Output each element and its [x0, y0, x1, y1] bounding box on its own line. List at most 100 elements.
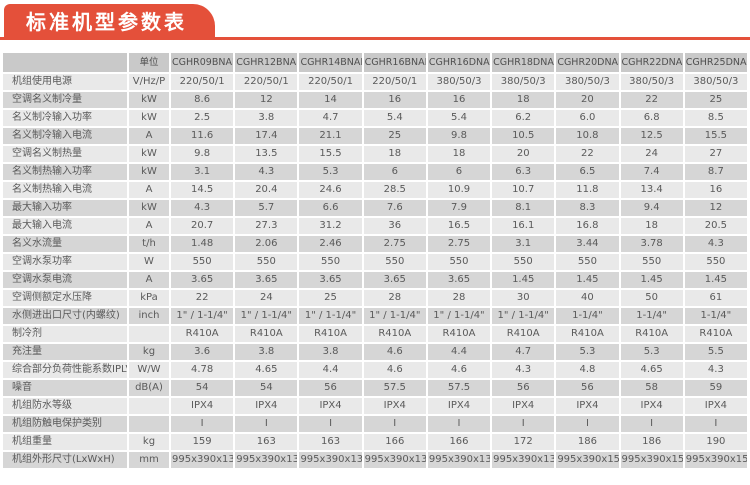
cell-value: 16.8 [556, 218, 619, 234]
cell-value: 163 [235, 434, 298, 450]
cell-value: 61 [684, 290, 747, 306]
table-row: 最大输入功率 kW 4.3 5.7 6.6 7.6 7.9 8.1 8.3 9.4 12 [3, 200, 747, 216]
cell-value: 995x390x1545 [684, 452, 747, 468]
row-unit: inch [129, 308, 169, 324]
cell-value: 16.5 [427, 218, 491, 234]
cell-value: 57.5 [363, 380, 426, 396]
row-unit: dB(A) [129, 380, 169, 396]
cell-value: 550 [492, 254, 555, 270]
cell-value: 163 [299, 434, 362, 450]
row-label: 空调水泵功率 [3, 254, 127, 270]
cell-value: IPX4 [171, 398, 234, 414]
cell-value: 5.3 [299, 164, 362, 180]
table-row: 机组防触电保护类别 I I I I I I I I I [3, 416, 747, 432]
row-label: 名义制热输入功率 [3, 164, 127, 180]
cell-value: 20 [492, 146, 555, 162]
column-header-model: CGHR18DNAR [492, 53, 555, 72]
cell-value: 9.4 [620, 200, 683, 216]
table-row: 名义制热输入功率 kW 3.1 4.3 5.3 6 6 6.3 6.5 7.4 8.7 [3, 164, 747, 180]
cell-value: 3.65 [363, 272, 426, 288]
cell-value: I [235, 416, 298, 432]
cell-value: 13.5 [235, 146, 298, 162]
cell-value: 5.3 [556, 344, 619, 360]
cell-value: 220/50/1 [235, 74, 298, 90]
cell-value: 1.45 [684, 272, 747, 288]
table-row: 制冷剂 R410A R410A R410A R410A R410A R410A R410A R4… [3, 326, 747, 342]
cell-value: 8.1 [492, 200, 555, 216]
cell-value: 16 [684, 182, 747, 198]
cell-value: 1" / 1-1/4" [235, 308, 298, 324]
cell-value: IPX4 [363, 398, 426, 414]
row-label: 综合部分负荷性能系数IPLV [3, 362, 127, 378]
cell-value: 3.8 [235, 110, 298, 126]
cell-value: 56 [556, 380, 619, 396]
cell-value: 22 [620, 92, 683, 108]
cell-value: IPX4 [492, 398, 555, 414]
cell-value: 1.45 [620, 272, 683, 288]
cell-value: 12.5 [620, 128, 683, 144]
cell-value: 6.0 [556, 110, 619, 126]
cell-value: 56 [299, 380, 362, 396]
cell-value: 17.4 [235, 128, 298, 144]
cell-value: 7.4 [620, 164, 683, 180]
cell-value: 3.65 [171, 272, 234, 288]
cell-value: 550 [363, 254, 426, 270]
cell-value: IPX4 [620, 398, 683, 414]
row-unit: kW [129, 146, 169, 162]
cell-value: 550 [684, 254, 747, 270]
table-row: 名义水流量 t/h 1.48 2.06 2.46 2.75 2.75 3.1 3.44 3.78 4… [3, 236, 747, 252]
cell-value: 550 [171, 254, 234, 270]
cell-value: 220/50/1 [299, 74, 362, 90]
cell-value: 13.4 [620, 182, 683, 198]
cell-value: 5.4 [427, 110, 491, 126]
table-row: 综合部分负荷性能系数IPLV W/W 4.78 4.65 4.4 4.6 4.6 4.3 4.8… [3, 362, 747, 378]
cell-value: 380/50/3 [427, 74, 491, 90]
row-label: 水侧进出口尺寸(内螺纹) [3, 308, 127, 324]
table-row: 机组防水等级 IPX4 IPX4 IPX4 IPX4 IPX4 IPX4 IPX4 IPX4 IP… [3, 398, 747, 414]
cell-value: I [427, 416, 491, 432]
table-body: 机组使用电源 V/Hz/P 220/50/1 220/50/1 220/50/1 220/… [3, 74, 747, 468]
cell-value: 7.9 [427, 200, 491, 216]
row-label: 名义制热输入电流 [3, 182, 127, 198]
cell-value: 995x390x1398 [363, 452, 426, 468]
cell-value: 1" / 1-1/4" [363, 308, 426, 324]
cell-value: 20.5 [684, 218, 747, 234]
cell-value: R410A [363, 326, 426, 342]
cell-value: 2.75 [363, 236, 426, 252]
cell-value: 3.65 [427, 272, 491, 288]
table-row: 空调水泵电流 A 3.65 3.65 3.65 3.65 3.65 1.45 1.45 1.45 1… [3, 272, 747, 288]
cell-value: 220/50/1 [171, 74, 234, 90]
table-row: 机组使用电源 V/Hz/P 220/50/1 220/50/1 220/50/1 220/… [3, 74, 747, 90]
cell-value: 57.5 [427, 380, 491, 396]
table-row: 空调名义制冷量 kW 8.6 12 14 16 16 18 20 22 25 [3, 92, 747, 108]
cell-value: 36 [363, 218, 426, 234]
cell-value: 3.8 [299, 344, 362, 360]
cell-value: 995x390x1398 [299, 452, 362, 468]
cell-value: 1" / 1-1/4" [299, 308, 362, 324]
cell-value: 18 [363, 146, 426, 162]
cell-value: 20.7 [171, 218, 234, 234]
cell-value: 6.6 [299, 200, 362, 216]
cell-value: 15.5 [299, 146, 362, 162]
cell-value: 1-1/4" [556, 308, 619, 324]
cell-value: 6.5 [556, 164, 619, 180]
row-label: 空调侧额定水压降 [3, 290, 127, 306]
cell-value: 1.45 [492, 272, 555, 288]
cell-value: 18 [620, 218, 683, 234]
column-header-model: CGHR12BNAR [235, 53, 298, 72]
cell-value: 1-1/4" [620, 308, 683, 324]
cell-value: 7.6 [363, 200, 426, 216]
table-row: 噪音 dB(A) 54 54 56 57.5 57.5 56 56 58 59 [3, 380, 747, 396]
table-row: 空调水泵功率 W 550 550 550 550 550 550 550 550 550 [3, 254, 747, 270]
row-unit: W/W [129, 362, 169, 378]
cell-value: R410A [492, 326, 555, 342]
row-unit: A [129, 218, 169, 234]
cell-value: 4.4 [427, 344, 491, 360]
cell-value: 9.8 [171, 146, 234, 162]
cell-value: R410A [556, 326, 619, 342]
cell-value: 2.5 [171, 110, 234, 126]
cell-value: 995x390x1398 [171, 452, 234, 468]
table-row: 机组重量 kg 159 163 163 166 166 172 186 186 190 [3, 434, 747, 450]
cell-value: 186 [620, 434, 683, 450]
cell-value: 54 [171, 380, 234, 396]
